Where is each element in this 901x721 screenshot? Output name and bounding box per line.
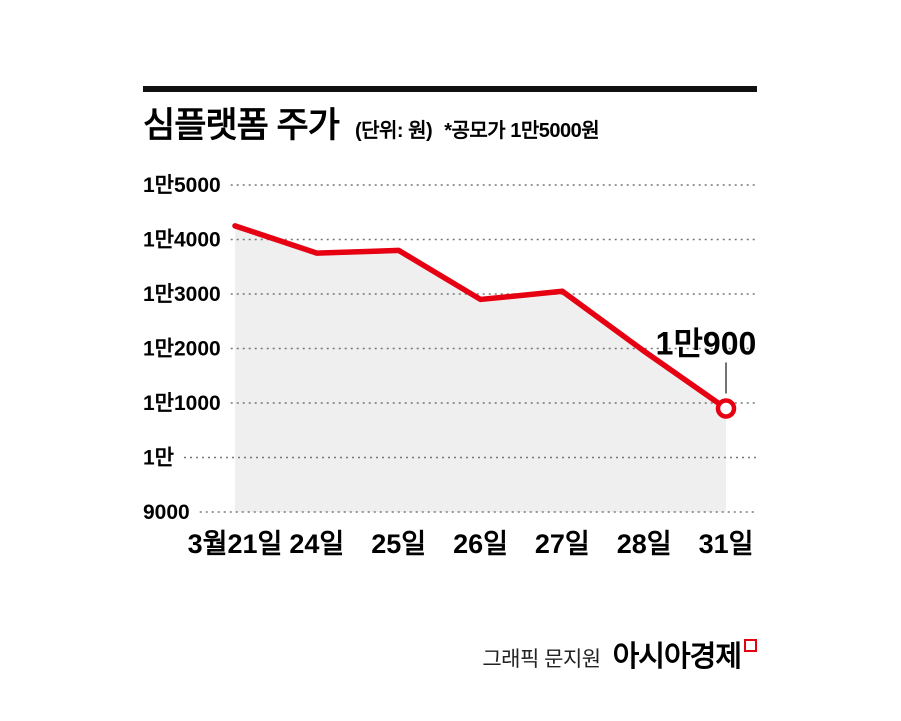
x-tick-label: 26일 [453,529,508,559]
y-tick-label: 1만5000 [143,174,221,197]
chart-header: 심플랫폼 주가 (단위: 원) *공모가 1만5000원 [143,97,600,148]
x-tick-label: 28일 [617,529,672,559]
chart-title: 심플랫폼 주가 [143,106,340,145]
last-price-annotation: 1만900 [656,325,757,361]
graphic-credit: 그래픽 문지원 [482,648,601,671]
y-tick-label: 1만2000 [143,338,221,361]
y-tick-label: 1만3000 [143,283,221,306]
x-tick-label: 31일 [699,529,754,559]
y-tick-label: 1만1000 [143,392,221,415]
x-tick-label: 3월21일 [188,529,283,559]
brand-logo-text: 아시아경제 [612,641,742,673]
x-tick-label: 27일 [535,529,590,559]
footer-credit: 그래픽 문지원 아시아경제 [482,633,757,675]
x-tick-label: 24일 [289,529,344,559]
y-tick-label: 1만 [143,447,174,470]
brand-logo-mark [744,639,757,652]
ipo-price-note: *공모가 1만5000원 [444,120,600,142]
unit-label: (단위: 원) [354,120,433,142]
x-tick-label: 25일 [371,529,426,559]
header-rule [143,86,757,92]
y-tick-label: 9000 [143,501,190,524]
y-tick-label: 1만4000 [143,229,221,252]
last-point-marker [715,398,737,419]
price-line [232,223,729,412]
price-line-chart: 1만5000 1만4000 1만3000 1만2000 1만1000 1만 9000 1만90… [143,174,757,559]
area-fill [235,225,726,512]
